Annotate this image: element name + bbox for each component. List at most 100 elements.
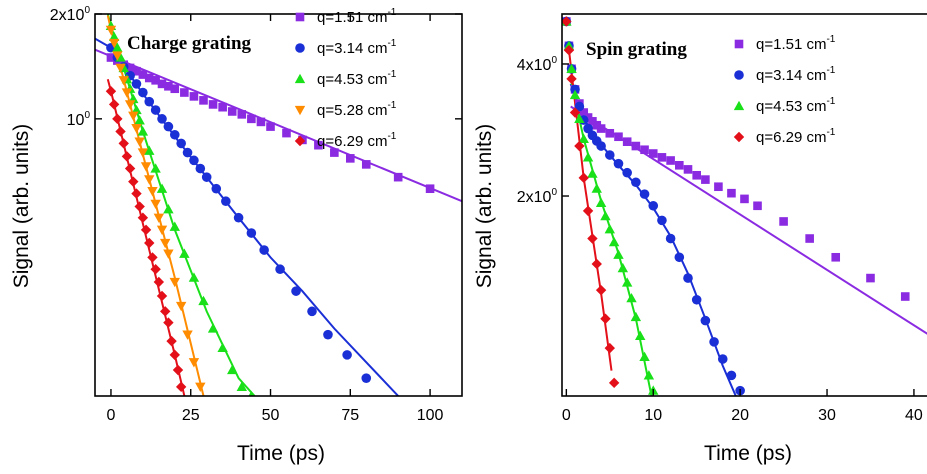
data-point	[574, 113, 585, 123]
series-q-3-14-cm-1	[562, 16, 745, 396]
data-point	[134, 115, 145, 125]
data-point	[179, 248, 190, 258]
data-point	[291, 286, 301, 296]
data-point	[118, 76, 129, 86]
plot-area	[562, 16, 927, 396]
data-point	[160, 238, 171, 249]
data-point	[666, 156, 675, 165]
series-q-4-53-cm-1	[562, 16, 659, 395]
data-point	[596, 141, 606, 151]
data-point	[600, 210, 611, 221]
data-point	[604, 224, 615, 234]
data-point	[307, 306, 317, 317]
legend-label-text: q=6.29 cm	[317, 133, 387, 150]
data-point	[622, 167, 632, 178]
y-axis-label: Signal (arb. units)	[473, 124, 496, 289]
legend-label-superscript: -1	[826, 96, 835, 107]
data-point	[131, 79, 142, 89]
legend-label: q=1.51 cm-1	[756, 34, 836, 53]
legend-marker-q-1-51-cm-1	[295, 12, 305, 22]
data-point	[727, 188, 736, 198]
data-point	[588, 117, 597, 126]
data-point	[591, 258, 602, 270]
data-point	[150, 199, 161, 210]
data-point	[425, 184, 435, 194]
data-point	[106, 53, 116, 62]
legend-label: q=4.53 cm-1	[317, 69, 397, 88]
data-point	[665, 233, 676, 244]
legend-label-superscript: -1	[826, 34, 835, 45]
data-point	[608, 236, 620, 247]
plot-frame	[94, 13, 463, 397]
data-point	[118, 138, 129, 149]
data-point	[227, 107, 237, 116]
data-point	[617, 262, 629, 273]
data-point	[138, 87, 148, 98]
data-point	[613, 249, 624, 259]
data-point	[657, 215, 667, 226]
legend-label-superscript: -1	[387, 38, 396, 49]
data-point	[595, 197, 607, 207]
data-point	[147, 186, 158, 197]
data-point	[170, 84, 180, 94]
x-tick-label: 50	[262, 407, 280, 424]
data-point	[131, 188, 142, 199]
data-point	[172, 364, 184, 376]
data-point	[137, 212, 149, 223]
data-point	[614, 132, 623, 142]
legend: q=1.51 cm-1q=3.14 cm-1q=4.53 cm-1q=6.29 …	[733, 34, 836, 146]
data-point	[587, 233, 598, 244]
series-q-6-29-cm-1	[105, 86, 187, 393]
data-point	[188, 272, 200, 282]
legend-label: q=3.14 cm-1	[756, 65, 836, 84]
data-point	[137, 126, 149, 136]
data-point	[121, 151, 133, 162]
data-point	[150, 105, 161, 115]
data-point	[639, 351, 650, 361]
legend-label-text: q=6.29 cm	[756, 129, 826, 146]
data-point	[640, 145, 649, 155]
legend-label-text: q=1.51 cm	[756, 36, 826, 53]
data-point	[175, 381, 187, 393]
data-point	[569, 107, 581, 118]
data-point	[163, 121, 174, 132]
data-point	[134, 137, 145, 147]
data-point	[393, 172, 403, 182]
plot-area	[95, 14, 462, 396]
x-tick-label: 0	[562, 407, 571, 424]
legend-label-superscript: -1	[387, 69, 396, 80]
data-point	[692, 170, 701, 180]
data-point	[105, 86, 117, 97]
legend: q=1.51 cm-1q=3.14 cm-1q=4.53 cm-1q=5.28 …	[294, 7, 397, 150]
data-point	[151, 76, 160, 85]
data-point	[643, 370, 655, 380]
data-point	[169, 221, 180, 231]
legend-label-superscript: -1	[387, 131, 396, 142]
plot-frame	[561, 13, 927, 397]
data-point	[182, 330, 193, 340]
legend-label-superscript: -1	[826, 65, 835, 76]
data-point	[247, 114, 256, 124]
data-point	[138, 70, 148, 79]
legend-label-text: q=4.53 cm	[317, 71, 387, 88]
data-point	[112, 42, 123, 52]
data-point	[314, 140, 323, 150]
data-point	[169, 129, 180, 140]
data-point	[227, 364, 238, 375]
x-tick-label: 10	[644, 407, 662, 424]
data-point	[156, 290, 168, 302]
data-point	[604, 342, 615, 354]
data-point	[105, 25, 117, 36]
data-point	[236, 381, 247, 391]
data-point	[566, 73, 577, 85]
data-point	[150, 163, 161, 173]
legend-marker-q-4-53-cm-1	[294, 73, 306, 84]
data-point	[124, 100, 136, 110]
data-point	[753, 201, 762, 211]
data-point	[115, 126, 126, 137]
data-point	[805, 234, 814, 243]
data-point	[211, 183, 222, 194]
y-tick-mantissa: 10	[67, 112, 85, 129]
panel-title: Charge grating	[127, 33, 252, 54]
